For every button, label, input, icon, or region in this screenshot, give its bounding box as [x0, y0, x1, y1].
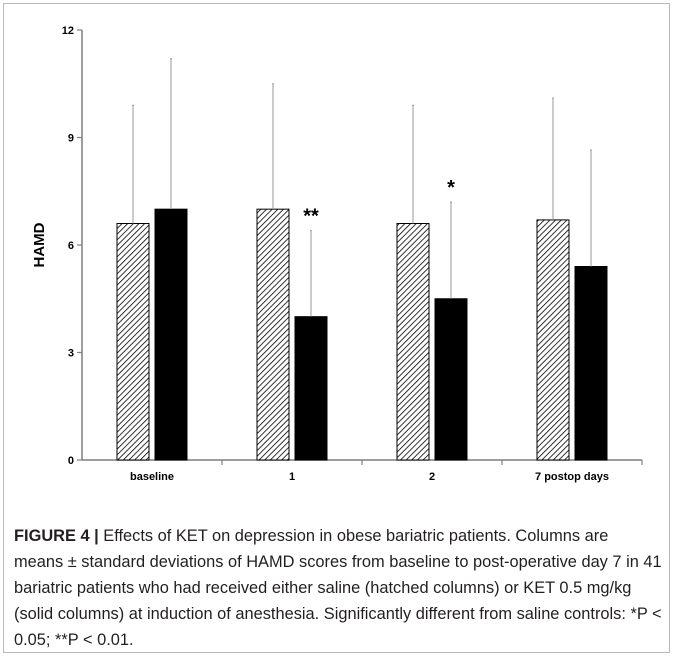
caption-text: Effects of KET on depression in obese ba…	[14, 527, 662, 649]
y-axis-label: HAMD	[31, 222, 48, 267]
figure-caption: FIGURE 4 | Effects of KET on depression …	[14, 523, 662, 653]
x-tick-label: 2	[429, 471, 435, 483]
hatched-bar	[116, 223, 150, 461]
solid-bar	[434, 298, 468, 461]
x-tick-label: 7 postop days	[535, 471, 609, 483]
hatched-bar	[536, 219, 570, 461]
significance-marker: *	[447, 177, 455, 199]
hatched-bar	[256, 208, 290, 461]
figure-label: FIGURE 4 |	[14, 527, 99, 545]
x-tick-label: baseline	[130, 471, 174, 483]
y-tick-label: 6	[68, 240, 74, 252]
hatched-bar	[396, 223, 430, 461]
solid-bar	[154, 208, 188, 461]
y-tick-label: 3	[68, 348, 74, 360]
y-tick-label: 9	[68, 133, 74, 145]
solid-bar	[294, 316, 328, 461]
x-tick-label: 1	[289, 471, 295, 483]
solid-bar	[574, 266, 608, 461]
y-tick-label: 0	[68, 455, 74, 467]
y-tick-label: 12	[62, 25, 74, 37]
figure-frame	[3, 3, 670, 653]
significance-marker: **	[303, 206, 319, 228]
